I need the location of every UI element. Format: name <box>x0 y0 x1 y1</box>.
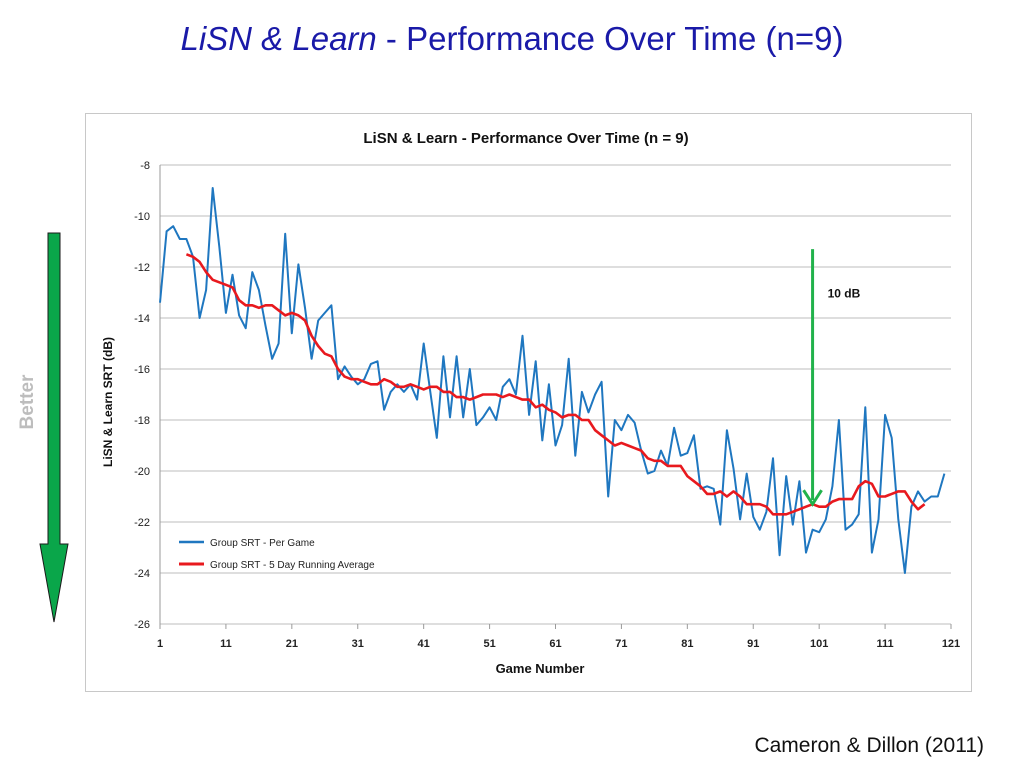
x-tick-label: 71 <box>615 638 627 650</box>
legend: Group SRT - Per Game Group SRT - 5 Day Ru… <box>179 538 375 571</box>
better-label: Better <box>17 374 38 430</box>
y-tick-label: -26 <box>134 619 150 631</box>
legend-label: Group SRT - 5 Day Running Average <box>210 560 375 571</box>
chart-frame: LiSN & Learn - Performance Over Time (n … <box>85 113 972 692</box>
x-tick-label: 51 <box>483 638 495 650</box>
gridlines <box>160 164 951 625</box>
x-tick-label: 21 <box>286 638 298 650</box>
better-direction-arrow-icon <box>39 232 69 623</box>
y-tick-label: -20 <box>134 466 150 478</box>
series-line-running-average <box>185 253 926 516</box>
x-tick-label: 91 <box>747 638 759 650</box>
slide-title: LiSN & Learn - Performance Over Time (n=… <box>0 20 1024 58</box>
x-tick-label: 101 <box>810 638 828 650</box>
y-tick-label: -18 <box>134 415 150 427</box>
annotation: 10 dB <box>802 249 861 507</box>
axes: -8-10-12-14-16-18-20-22-24-261 11 21 31 41 51… <box>134 160 960 650</box>
citation: Cameron & Dillon (2011) <box>754 734 984 757</box>
series <box>159 187 946 574</box>
x-axis-label: Game Number <box>496 661 585 676</box>
x-tick-label: 111 <box>877 638 894 650</box>
slide-title-rest: - Performance Over Time (n=9) <box>376 20 844 57</box>
series-line-per-game <box>159 187 946 574</box>
x-tick-label: 121 <box>942 638 960 650</box>
y-tick-label: -8 <box>140 160 150 172</box>
slide-title-italic: LiSN & Learn <box>180 20 377 57</box>
annotation-label: 10 dB <box>828 287 861 301</box>
annotation-arrow-head-icon <box>802 489 823 507</box>
y-tick-label: -24 <box>134 568 150 580</box>
chart: LiSN & Learn - Performance Over Time (n … <box>101 130 960 676</box>
y-tick-label: -22 <box>134 517 150 529</box>
legend-label: Group SRT - Per Game <box>210 538 315 549</box>
y-axis-label: LiSN & Learn SRT (dB) <box>101 337 115 467</box>
chart-title: LiSN & Learn - Performance Over Time (n … <box>363 130 688 147</box>
y-tick-label: -10 <box>134 211 150 223</box>
y-tick-label: -14 <box>134 313 150 325</box>
x-tick-label: 31 <box>352 638 364 650</box>
x-tick-label: 1 <box>157 638 163 650</box>
x-tick-label: 11 <box>220 638 232 650</box>
y-tick-label: -16 <box>134 364 150 376</box>
x-tick-label: 81 <box>681 638 693 650</box>
x-tick-label: 61 <box>549 638 561 650</box>
y-tick-label: -12 <box>134 262 150 274</box>
x-tick-label: 41 <box>418 638 430 650</box>
